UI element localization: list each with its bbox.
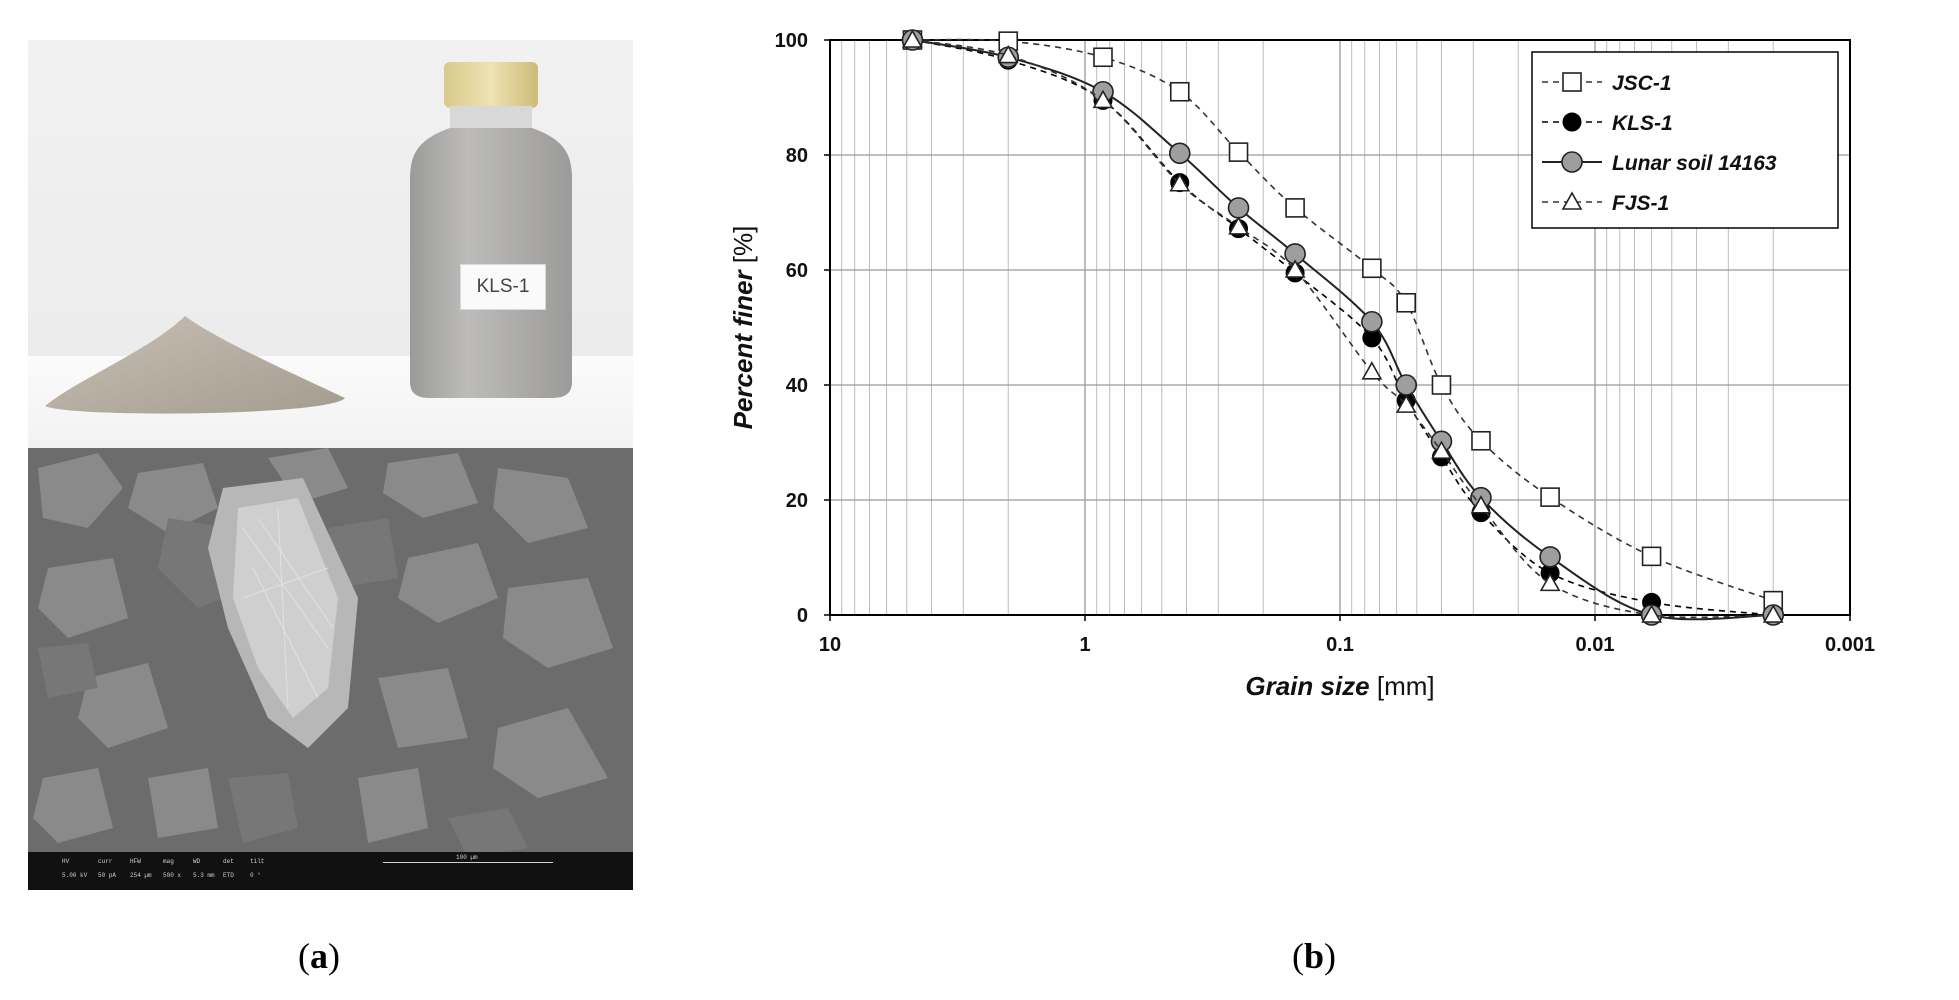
data-point bbox=[1539, 546, 1561, 568]
data-point bbox=[1228, 142, 1249, 162]
y-axis-title: Percent finer [%] bbox=[728, 226, 758, 430]
powder-pile-image bbox=[45, 316, 345, 414]
legend-label: Lunar soil 14163 bbox=[1612, 152, 1777, 175]
data-point bbox=[1092, 89, 1114, 109]
panel-b-caption: (b) bbox=[1292, 936, 1337, 976]
chart-series bbox=[901, 29, 1785, 626]
data-point bbox=[1093, 47, 1113, 68]
data-point bbox=[1471, 430, 1491, 451]
sem-scale-bar bbox=[383, 862, 553, 863]
data-point bbox=[1431, 440, 1452, 459]
legend-label: KLS-1 bbox=[1612, 112, 1673, 135]
sem-info-bar: HV curr HFW mag WD det tilt 5.00 kV 50 p… bbox=[28, 852, 633, 890]
x-tick-label: 0.01 bbox=[1576, 634, 1615, 656]
data-point bbox=[1641, 604, 1662, 623]
data-point bbox=[1284, 259, 1306, 278]
data-point bbox=[1285, 198, 1305, 218]
sample-bottle-image bbox=[410, 62, 572, 398]
y-axis: 0 20 40 60 80 100 bbox=[775, 30, 830, 627]
data-point bbox=[1562, 112, 1582, 132]
data-point bbox=[1361, 361, 1383, 380]
data-point bbox=[902, 29, 923, 48]
series-fjs-1 bbox=[902, 29, 1784, 623]
legend-label: JSC-1 bbox=[1612, 72, 1672, 95]
data-point bbox=[1396, 292, 1417, 313]
chart-legend: JSC-1 KLS-1 Lunar soil 14163 FJS-1 bbox=[1531, 51, 1839, 229]
sem-info-value: ETD bbox=[223, 872, 234, 879]
y-tick-label: 0 bbox=[797, 605, 808, 627]
data-point bbox=[1539, 572, 1561, 592]
sem-info-value: 5.3 mm bbox=[193, 872, 215, 879]
data-point bbox=[1395, 374, 1418, 396]
sem-info-label: HFW bbox=[130, 858, 141, 865]
x-tick-label: 10 bbox=[819, 634, 841, 656]
data-point bbox=[1762, 604, 1784, 623]
y-tick-label: 20 bbox=[786, 490, 808, 512]
sem-info-label: WD bbox=[193, 858, 201, 865]
data-point bbox=[1561, 191, 1583, 210]
sem-info-label: curr bbox=[98, 858, 113, 865]
sample-photo-panel: KLS-1 bbox=[28, 40, 633, 890]
data-point bbox=[1470, 495, 1492, 514]
y-tick-label: 100 bbox=[775, 30, 808, 52]
sem-info-label: HV bbox=[62, 858, 70, 865]
data-point bbox=[1228, 216, 1249, 235]
data-point bbox=[997, 44, 1019, 64]
data-point bbox=[1562, 72, 1582, 92]
data-point bbox=[1431, 375, 1452, 395]
data-point bbox=[1362, 258, 1382, 279]
sem-info-value: 5.00 kV bbox=[62, 872, 88, 879]
data-point bbox=[1169, 173, 1191, 192]
data-point bbox=[1361, 310, 1383, 333]
y-tick-label: 60 bbox=[786, 260, 808, 282]
sem-info-value: 254 µm bbox=[130, 872, 152, 879]
series-jsc-1 bbox=[902, 30, 1784, 611]
legend-label: FJS-1 bbox=[1612, 192, 1669, 215]
data-point bbox=[1168, 142, 1191, 165]
sem-info-label: tilt bbox=[250, 858, 265, 865]
sem-info-value: 50 pA bbox=[98, 872, 117, 879]
y-tick-label: 80 bbox=[786, 145, 808, 167]
data-point bbox=[1540, 487, 1560, 507]
x-tick-label: 0.1 bbox=[1326, 634, 1354, 656]
sem-scale-label: 100 µm bbox=[456, 854, 478, 861]
data-point bbox=[1561, 151, 1583, 173]
data-point bbox=[1641, 546, 1662, 567]
sem-info-value: 500 x bbox=[163, 872, 182, 879]
bottle-label: KLS-1 bbox=[460, 264, 546, 310]
y-tick-label: 40 bbox=[786, 375, 808, 397]
data-point bbox=[1169, 81, 1190, 102]
x-axis: 10 1 0.1 0.01 0.001 bbox=[819, 615, 1875, 656]
sem-micrograph bbox=[28, 448, 633, 890]
sem-info-value: 0 ° bbox=[250, 872, 261, 879]
x-tick-label: 0.001 bbox=[1825, 634, 1875, 656]
x-tick-label: 1 bbox=[1079, 634, 1090, 656]
sem-info-label: mag bbox=[163, 858, 174, 865]
sem-info-label: det bbox=[223, 858, 234, 865]
data-point bbox=[1395, 394, 1417, 413]
x-axis-title: Grain size [mm] bbox=[1245, 671, 1434, 701]
legend-box bbox=[1531, 51, 1839, 229]
grain-size-chart: 10 1 0.1 0.01 0.001 0 20 40 60 80 100 Grain size … bbox=[728, 29, 1875, 701]
panel-a-caption: (a) bbox=[298, 936, 340, 976]
data-point bbox=[1227, 197, 1250, 219]
